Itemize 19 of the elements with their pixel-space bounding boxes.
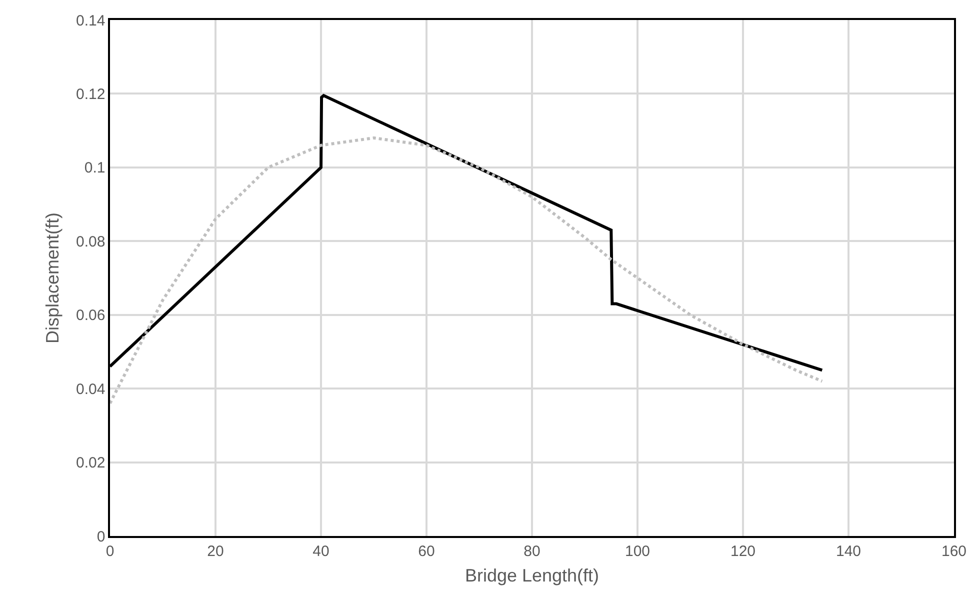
x-tick-label: 140	[836, 542, 862, 560]
x-axis-title: Bridge Length(ft)	[464, 565, 600, 586]
x-tick-label: 20	[207, 542, 224, 560]
x-tick-label: 100	[624, 542, 650, 560]
y-axis-title: Displacement(ft)	[42, 212, 63, 344]
y-tick-label: 0.02	[76, 454, 106, 472]
y-tick-label: 0.04	[76, 380, 106, 398]
y-tick-label: 0.08	[76, 233, 106, 250]
x-tick-label: 60	[418, 542, 435, 560]
x-tick-label: 120	[730, 542, 756, 560]
x-tick-label: 80	[524, 542, 540, 560]
line-series	[110, 136, 824, 405]
y-tick-label: 0.14	[76, 12, 106, 30]
y-tick-label: 0.12	[76, 86, 106, 103]
x-tick-label: 160	[941, 542, 967, 560]
x-tick-label: 40	[312, 542, 330, 560]
y-tick-label: 0	[96, 528, 106, 546]
y-tick-label: 0.06	[76, 307, 106, 324]
y-tick-label: 0.1	[84, 160, 106, 177]
